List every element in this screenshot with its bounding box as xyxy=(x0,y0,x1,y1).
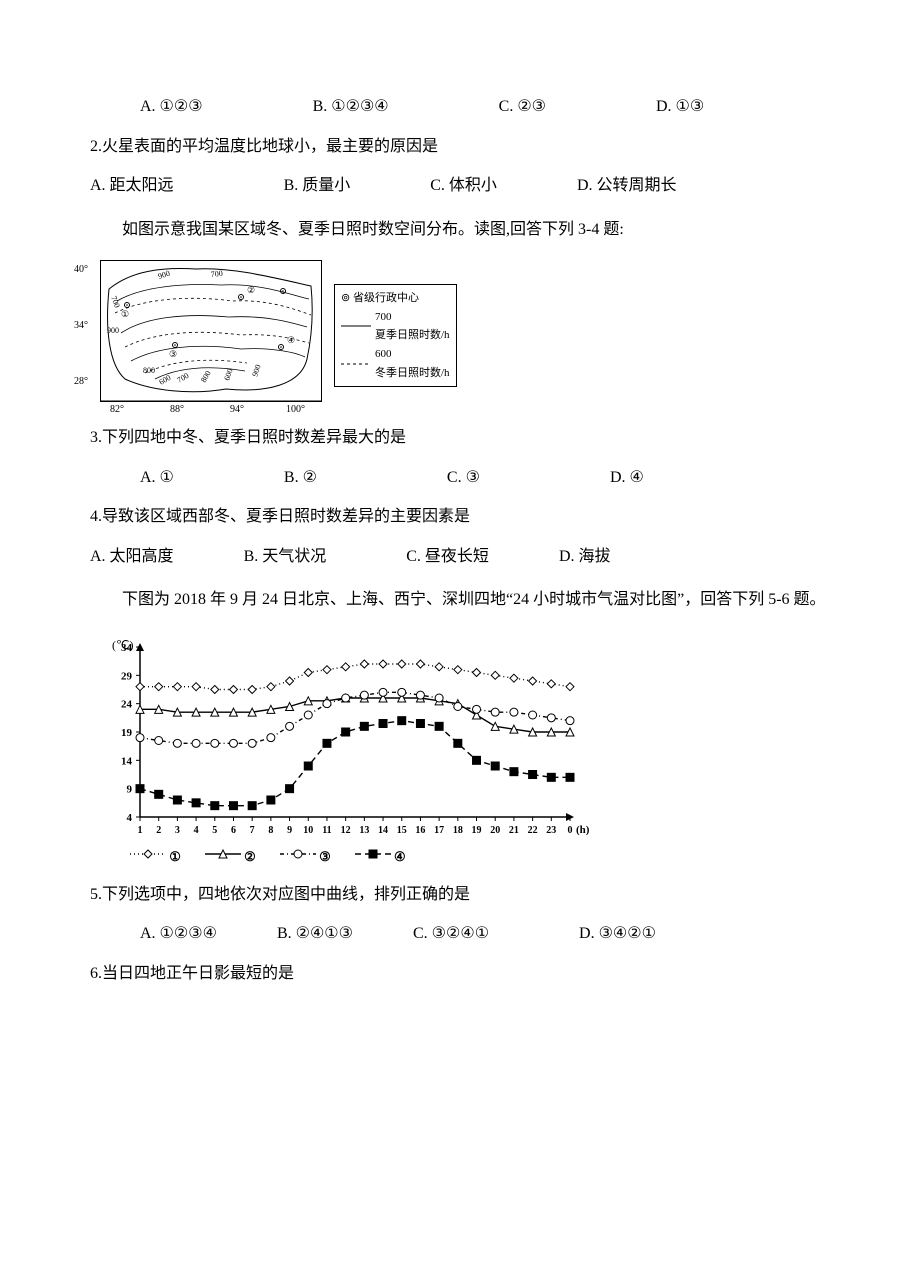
svg-text:11: 11 xyxy=(322,825,331,836)
q5-option-d: D. ③④②① xyxy=(579,921,656,947)
q5-text: 5.下列选项中，四地依次对应图中曲线，排列正确的是 xyxy=(90,882,830,908)
svg-text:3: 3 xyxy=(175,825,180,836)
lon-94: 94° xyxy=(230,402,244,418)
q5-options: A. ①②③④ B. ②④①③ C. ③②④① D. ③④②① xyxy=(140,921,830,947)
svg-text:22: 22 xyxy=(528,825,538,836)
svg-text:②: ② xyxy=(247,285,255,295)
q2-option-b: B. 质量小 xyxy=(284,173,351,199)
svg-text:1: 1 xyxy=(138,825,143,836)
q4-option-b: B. 天气状况 xyxy=(244,544,327,570)
legend-item: ② xyxy=(205,847,256,868)
svg-text:4: 4 xyxy=(194,825,199,836)
svg-text:7: 7 xyxy=(250,825,255,836)
legend-capital: ⊚ 省级行政中心 xyxy=(341,289,450,308)
lon-82: 82° xyxy=(110,402,124,418)
lon-100: 100° xyxy=(286,402,305,418)
q4-option-a: A. 太阳高度 xyxy=(90,544,174,570)
svg-text:700: 700 xyxy=(210,269,223,279)
svg-text:6: 6 xyxy=(231,825,236,836)
legend-summer-text: 夏季日照时数/h xyxy=(375,329,450,341)
svg-text:800: 800 xyxy=(143,366,155,375)
svg-text:10: 10 xyxy=(303,825,313,836)
svg-text:14: 14 xyxy=(378,825,388,836)
figure-2: (℃)4914192429341234567891011121314151617… xyxy=(100,633,600,868)
legend-winter: 600 冬季日照时数/h xyxy=(341,345,450,382)
svg-text:21: 21 xyxy=(509,825,519,836)
svg-text:16: 16 xyxy=(415,825,425,836)
q3-option-b: B. ② xyxy=(284,465,317,491)
q3-option-c: C. ③ xyxy=(447,465,480,491)
figure1-legend: ⊚ 省级行政中心 700 夏季日照时数/h 600 冬季日照时数/h xyxy=(334,284,457,387)
svg-text:15: 15 xyxy=(397,825,407,836)
legend-item: ① xyxy=(130,847,181,868)
q5-option-c: C. ③②④① xyxy=(413,921,489,947)
svg-text:19: 19 xyxy=(472,825,482,836)
chart2-legend: ① ② ③ ④ xyxy=(130,847,600,868)
q3-option-a: A. ① xyxy=(140,465,174,491)
lat-40: 40° xyxy=(74,262,88,278)
legend-item: ④ xyxy=(355,847,406,868)
passage-2: 下图为 2018 年 9 月 24 日北京、上海、西宁、深圳四地“24 小时城市… xyxy=(90,587,830,613)
legend-summer-value: 700 xyxy=(375,311,392,323)
svg-text:34: 34 xyxy=(121,642,133,654)
svg-text:5: 5 xyxy=(212,825,217,836)
q1-options: A. ①②③ B. ①②③④ C. ②③ D. ①③ xyxy=(140,94,830,120)
q5-option-b: B. ②④①③ xyxy=(277,921,353,947)
q2-option-d: D. 公转周期长 xyxy=(577,173,677,199)
svg-text:2: 2 xyxy=(156,825,161,836)
svg-text:12: 12 xyxy=(341,825,351,836)
svg-text:24: 24 xyxy=(121,699,133,711)
svg-text:17: 17 xyxy=(434,825,444,836)
q4-options: A. 太阳高度 B. 天气状况 C. 昼夜长短 D. 海拔 xyxy=(90,544,830,570)
svg-text:(h): (h) xyxy=(576,824,590,836)
svg-text:③: ③ xyxy=(169,349,177,359)
svg-text:20: 20 xyxy=(490,825,500,836)
svg-text:13: 13 xyxy=(359,825,369,836)
map-figure: ① ② ③ ④ 900 700 700 900 800 600 700 800 … xyxy=(100,260,322,402)
q2-text: 2.火星表面的平均温度比地球小，最主要的原因是 xyxy=(90,134,830,160)
figure-1: ① ② ③ ④ 900 700 700 900 800 600 700 800 … xyxy=(100,260,830,411)
q4-option-d: D. 海拔 xyxy=(559,544,611,570)
q1-option-d: D. ①③ xyxy=(656,94,704,120)
svg-text:0: 0 xyxy=(568,825,573,836)
q4-text: 4.导致该区域西部冬、夏季日照时数差异的主要因素是 xyxy=(90,504,830,530)
svg-text:23: 23 xyxy=(546,825,556,836)
svg-text:④: ④ xyxy=(287,335,295,345)
svg-text:900: 900 xyxy=(107,326,119,335)
svg-text:9: 9 xyxy=(287,825,292,836)
lat-34: 34° xyxy=(74,318,88,334)
legend-winter-text: 冬季日照时数/h xyxy=(375,367,450,379)
q2-option-a: A. 距太阳远 xyxy=(90,173,174,199)
legend-winter-value: 600 xyxy=(375,348,392,360)
svg-text:8: 8 xyxy=(268,825,273,836)
q6-text: 6.当日四地正午日影最短的是 xyxy=(90,961,830,987)
q5-option-a: A. ①②③④ xyxy=(140,921,217,947)
q1-option-c: C. ②③ xyxy=(499,94,546,120)
passage-1: 如图示意我国某区域冬、夏季日照时数空间分布。读图,回答下列 3-4 题: xyxy=(90,217,830,243)
q3-option-d: D. ④ xyxy=(610,465,644,491)
q1-option-b: B. ①②③④ xyxy=(313,94,389,120)
legend-item: ③ xyxy=(280,847,331,868)
svg-text:①: ① xyxy=(121,309,129,319)
q3-options: A. ① B. ② C. ③ D. ④ xyxy=(140,465,830,491)
lat-28: 28° xyxy=(74,374,88,390)
q2-option-c: C. 体积小 xyxy=(430,173,497,199)
svg-text:19: 19 xyxy=(121,727,133,739)
q1-option-a: A. ①②③ xyxy=(140,94,203,120)
svg-text:18: 18 xyxy=(453,825,463,836)
lon-88: 88° xyxy=(170,402,184,418)
svg-text:14: 14 xyxy=(121,755,133,767)
legend-summer: 700 夏季日照时数/h xyxy=(341,308,450,345)
svg-text:9: 9 xyxy=(127,784,133,796)
q3-text: 3.下列四地中冬、夏季日照时数差异最大的是 xyxy=(90,425,830,451)
svg-text:29: 29 xyxy=(121,670,133,682)
svg-text:4: 4 xyxy=(127,812,133,824)
q4-option-c: C. 昼夜长短 xyxy=(406,544,489,570)
q2-options: A. 距太阳远 B. 质量小 C. 体积小 D. 公转周期长 xyxy=(90,173,830,199)
temperature-chart: (℃)4914192429341234567891011121314151617… xyxy=(100,633,600,843)
